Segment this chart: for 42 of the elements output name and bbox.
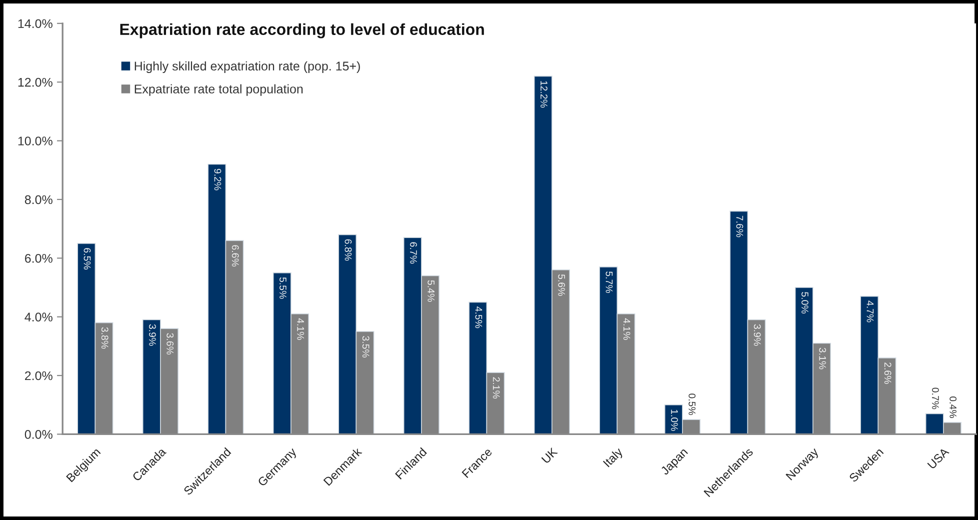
data-label: 3.9%	[754, 324, 761, 346]
data-label: 5.4%	[428, 280, 434, 302]
data-label: 3.8%	[101, 327, 108, 349]
data-label: 4.5%	[475, 306, 482, 328]
y-tick-label: 0.0%	[24, 430, 52, 439]
y-tick-label: 10.0%	[18, 136, 52, 146]
legend-label: Expatriate rate total population	[134, 84, 303, 96]
x-tick-label: USA	[927, 446, 950, 470]
data-label: 12.2%	[540, 81, 548, 108]
x-tick-label: UK	[541, 447, 558, 464]
y-tick-label: 2.0%	[25, 371, 52, 380]
data-label: 6.8%	[344, 239, 352, 261]
data-label: 3.5%	[362, 336, 370, 358]
data-label: 4.1%	[623, 318, 630, 340]
legend-label: Highly skilled expatriation rate (pop. 15+)	[134, 61, 360, 74]
data-label: 6.5%	[84, 248, 91, 270]
data-label: 2.1%	[492, 377, 500, 399]
y-tick-label: 12.0%	[18, 78, 52, 87]
data-label: 0.5%	[688, 394, 696, 416]
data-label: 5.5%	[280, 277, 286, 299]
data-label: 3.6%	[166, 333, 174, 355]
data-label: 3.9%	[149, 324, 156, 346]
data-label: 0.4%	[950, 396, 957, 418]
data-label: 0.7%	[932, 388, 939, 410]
data-label: 9.2%	[214, 168, 222, 190]
y-tick-label: 6.0%	[25, 254, 52, 263]
data-label: 5.7%	[606, 272, 613, 293]
data-label: 5.0%	[802, 292, 808, 314]
data-label: 4.1%	[297, 318, 304, 340]
y-tick-label: 4.0%	[24, 312, 52, 322]
data-label: 7.6%	[736, 216, 744, 238]
data-label: 5.6%	[558, 274, 566, 296]
data-label: 3.1%	[819, 348, 826, 370]
data-label: 6.7%	[410, 242, 417, 264]
data-label: 6.6%	[232, 245, 239, 267]
chart-title: Expatriation rate according to level of education	[120, 23, 484, 38]
data-label: 2.6%	[884, 362, 892, 384]
y-tick-label: 8.0%	[24, 195, 52, 204]
x-tick-label: Italy	[602, 446, 625, 470]
y-tick-label: 14.0%	[18, 19, 52, 28]
data-label: 1.0%	[671, 410, 678, 431]
data-label: 4.7%	[866, 300, 874, 322]
